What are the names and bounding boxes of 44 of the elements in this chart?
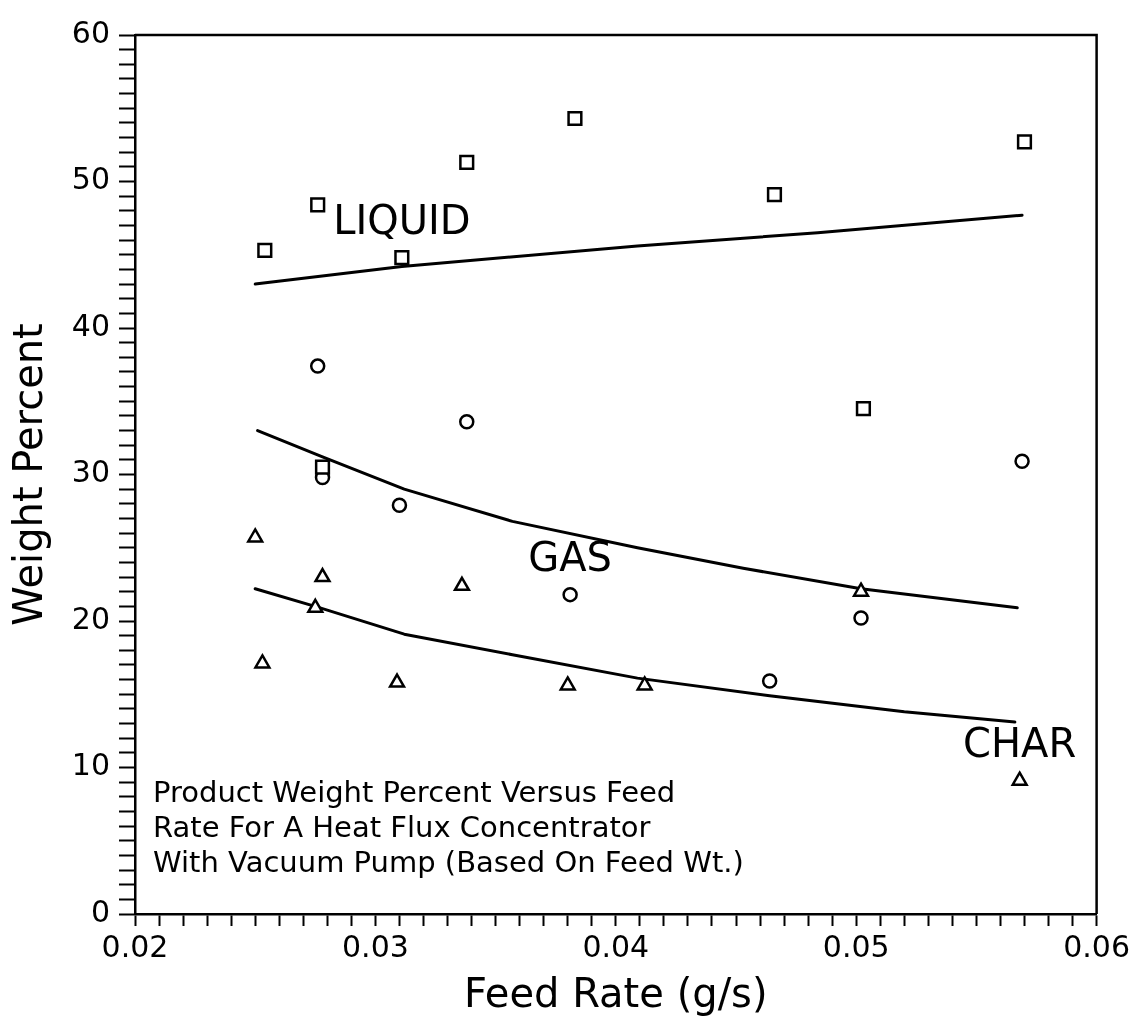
- point: [761, 673, 778, 689]
- point: [314, 459, 331, 475]
- point: [459, 154, 475, 171]
- point: [254, 654, 271, 669]
- y-tick-label: 20: [71, 600, 110, 636]
- point: [559, 676, 576, 691]
- point: [1011, 771, 1028, 786]
- text: Product Weight Percent Versus Feed Rate For A Heat Flux Concentrator With Vacuum Pump (Based On Feed Wt.): [153, 775, 744, 879]
- point: [1014, 453, 1030, 470]
- point: [459, 414, 475, 430]
- point: [388, 673, 406, 688]
- point: [257, 242, 273, 258]
- point: [314, 567, 331, 583]
- point: [307, 598, 324, 614]
- x-axis-title: Feed Rate (g/s): [464, 970, 768, 1017]
- x-tick-label: 0.03: [342, 928, 409, 964]
- x-tick-label: 0.06: [1063, 928, 1130, 964]
- point: [247, 528, 264, 543]
- y-tick-label: 30: [71, 454, 110, 490]
- point: [567, 110, 583, 127]
- annotation: LIQUID: [333, 197, 471, 244]
- point: [636, 676, 653, 691]
- x-tick-label: 0.04: [582, 928, 650, 964]
- annotation: CHAR: [963, 720, 1077, 767]
- y-tick-label: 10: [71, 747, 110, 783]
- y-tick-label: 60: [71, 14, 110, 50]
- point: [391, 497, 408, 514]
- y-tick-label: 50: [71, 161, 110, 197]
- point: [310, 197, 326, 213]
- point: [394, 250, 410, 266]
- annotation: GAS: [528, 534, 612, 581]
- point: [1016, 134, 1033, 150]
- point: [562, 586, 578, 603]
- x-tick-label: 0.05: [822, 928, 890, 964]
- point: [852, 582, 870, 597]
- point: [855, 400, 872, 417]
- y-axis-title: Weight Percent: [5, 323, 52, 626]
- y-tick-label: 0: [90, 893, 110, 929]
- y-tick-label: 40: [71, 307, 110, 343]
- point: [766, 187, 783, 203]
- point: [309, 358, 326, 374]
- x-tick-label: 0.02: [101, 928, 169, 964]
- point: [853, 610, 869, 626]
- point: [453, 576, 471, 592]
